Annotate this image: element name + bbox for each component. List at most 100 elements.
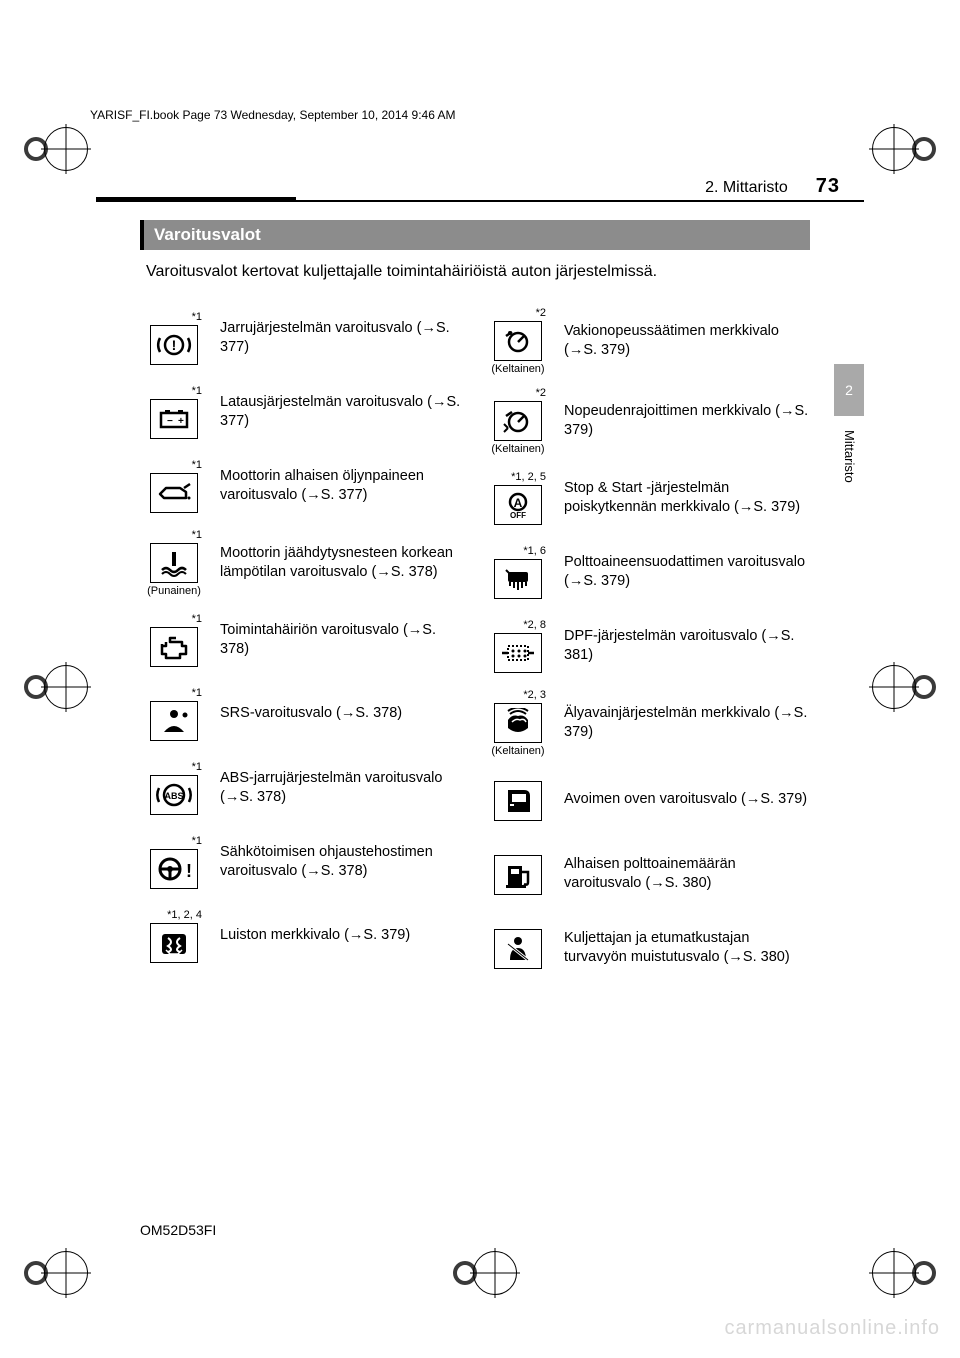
warning-light-row: Kuljettajan ja etumatkustajan turvavyön … [484,911,810,985]
smartkey-icon [494,703,542,743]
warning-light-description: Kuljettajan ja etumatkustajan turvavyön … [564,929,810,968]
warning-light-iconbox: *1, 2, 4 [140,909,208,963]
warning-light-description: Alhaisen polttoainemäärän varoitusvalo (… [564,855,810,894]
warning-light-row: *1 Latausjärjestelmän varoitusvalo (→S. 3… [140,375,466,449]
warning-light-iconbox: *1 [140,613,208,667]
limit-icon [494,401,542,441]
warning-light-iconbox: *2(Keltainen) [484,307,552,375]
warning-light-description: DPF-järjestelmän varoitusvalo (→S. 381) [564,627,810,666]
warning-light-iconbox: *1 [140,311,208,365]
oilcan-icon [150,473,198,513]
warning-light-row: *1, 2, 4 Luiston merkkivalo (→S. 379) [140,899,466,973]
warning-light-iconbox: *2, 3(Keltainen) [484,689,552,757]
document-code: OM52D53FI [140,1222,216,1238]
door-icon [494,781,542,821]
warning-lights-table: *1 Jarrujärjestelmän varoitusvalo (→S. 37… [140,301,810,985]
registration-mark-icon [24,1246,78,1300]
running-head: 2. Mittaristo 73 [120,175,840,198]
warning-light-iconbox: *2, 8 [484,619,552,673]
fuelfilter-icon [494,559,542,599]
warning-light-description: ABS-jarrujärjestelmän varoitusvalo (→S. … [220,769,466,808]
footnote-marker: *1 [192,835,202,847]
footnote-marker: *2 [536,387,546,399]
registration-mark-icon [24,122,78,176]
footnote-marker: *1 [192,687,202,699]
steering-icon [150,849,198,889]
registration-mark-icon [882,122,936,176]
warning-light-description: Toimintahäiriön varoitusvalo (→S. 378) [220,621,466,660]
intro-text: Varoitusvalot kertovat kuljettajalle toi… [146,260,804,283]
icon-color-note: (Punainen) [147,585,201,597]
registration-mark-icon [882,660,936,714]
warning-light-description: Sähkötoimisen ohjaustehostimen varoitusv… [220,843,466,882]
warning-light-iconbox: *1 [140,761,208,815]
warning-light-row: *1 Toimintahäiriön varoitusvalo (→S. 378) [140,603,466,677]
footnote-marker: *1 [192,761,202,773]
warning-light-iconbox: *1, 6 [484,545,552,599]
warning-light-iconbox: *1 [140,687,208,741]
fuel-icon [494,855,542,895]
registration-mark-icon [453,1246,507,1300]
warning-light-iconbox [484,927,552,969]
footnote-marker: *1, 6 [523,545,546,557]
warning-light-description: Latausjärjestelmän varoitusvalo (→S. 377… [220,393,466,432]
print-header: YARISF_FI.book Page 73 Wednesday, Septem… [90,108,456,122]
warning-light-description: Moottorin alhaisen öljynpaineen varoitus… [220,467,466,506]
warning-light-description: Stop & Start -järjestelmän poiskytkennän… [564,479,810,518]
airbag-icon [150,701,198,741]
warning-light-iconbox [484,853,552,895]
coolant-icon [150,543,198,583]
content-area: Varoitusvalot Varoitusvalot kertovat kul… [140,220,810,985]
warning-light-description: Moottorin jäähdytysnesteen korkean lämpö… [220,544,466,583]
slip-icon [150,923,198,963]
icon-color-note: (Keltainen) [491,443,544,455]
footnote-marker: *1 [192,613,202,625]
registration-mark-icon [882,1246,936,1300]
icon-color-note: (Keltainen) [491,745,544,757]
footnote-marker: *2 [536,307,546,319]
dpf-icon [494,633,542,673]
warning-light-iconbox: *2 (Keltainen) [484,387,552,455]
warning-light-row: *1, 2, 5 Stop & Start -järjestelmän poisk… [484,461,810,535]
cruise-icon [494,321,542,361]
warning-light-description: Polttoaineensuodattimen varoitusvalo (→S… [564,553,810,592]
footnote-marker: *1, 2, 4 [167,909,202,921]
footnote-marker: *1, 2, 5 [511,471,546,483]
warning-light-row: *2(Keltainen) Vakionopeussäätimen merkkiv… [484,301,810,381]
side-tab-label: Mittaristo [842,430,857,483]
warning-light-iconbox: *1, 2, 5 [484,471,552,525]
footnote-marker: *2, 8 [523,619,546,631]
warning-light-description: Luiston merkkivalo (→S. 379) [220,926,410,946]
page: YARISF_FI.book Page 73 Wednesday, Septem… [0,0,960,1358]
chapter-label: 2. Mittaristo [705,179,788,197]
warning-light-description: Nopeudenrajoittimen merkkivalo (→S. 379) [564,402,810,441]
warning-light-iconbox [484,779,552,821]
footnote-marker: *1 [192,311,202,323]
warning-light-row: *2, 3(Keltainen) Älyavainjärjestelmän mer… [484,683,810,763]
watermark: carmanualsonline.info [724,1317,940,1340]
warning-light-row: *1 Jarrujärjestelmän varoitusvalo (→S. 37… [140,301,466,375]
warning-light-row: *1 ABS-jarrujärjestelmän varoitusvalo (→S… [140,751,466,825]
registration-mark-icon [24,660,78,714]
warning-light-description: Jarrujärjestelmän varoitusvalo (→S. 377) [220,319,466,358]
battery-icon [150,399,198,439]
warning-light-row: *2 (Keltainen) Nopeudenrajoittimen merkkiv… [484,381,810,461]
stopstart-icon [494,485,542,525]
warning-light-description: Vakionopeussäätimen merkkivalo (→S. 379) [564,322,810,361]
page-number: 73 [816,175,840,198]
warning-light-iconbox: *1(Punainen) [140,529,208,597]
warning-light-row: Alhaisen polttoainemäärän varoitusvalo (… [484,837,810,911]
warning-light-description: SRS-varoitusvalo (→S. 378) [220,704,402,724]
warning-lights-left-column: *1 Jarrujärjestelmän varoitusvalo (→S. 37… [140,301,466,985]
header-accent [96,197,296,202]
warning-light-iconbox: *1 [140,385,208,439]
side-tab: 2 [834,364,864,416]
warning-light-iconbox: *1 [140,459,208,513]
warning-light-description: Älyavainjärjestelmän merkkivalo (→S. 379… [564,704,810,743]
warning-light-row: *1 SRS-varoitusvalo (→S. 378) [140,677,466,751]
warning-light-iconbox: *1 [140,835,208,889]
section-title: Varoitusvalot [140,220,810,250]
warning-light-row: *1, 6 Polttoaineensuodattimen varoitusval… [484,535,810,609]
footnote-marker: *1 [192,459,202,471]
seatbelt-icon [494,929,542,969]
